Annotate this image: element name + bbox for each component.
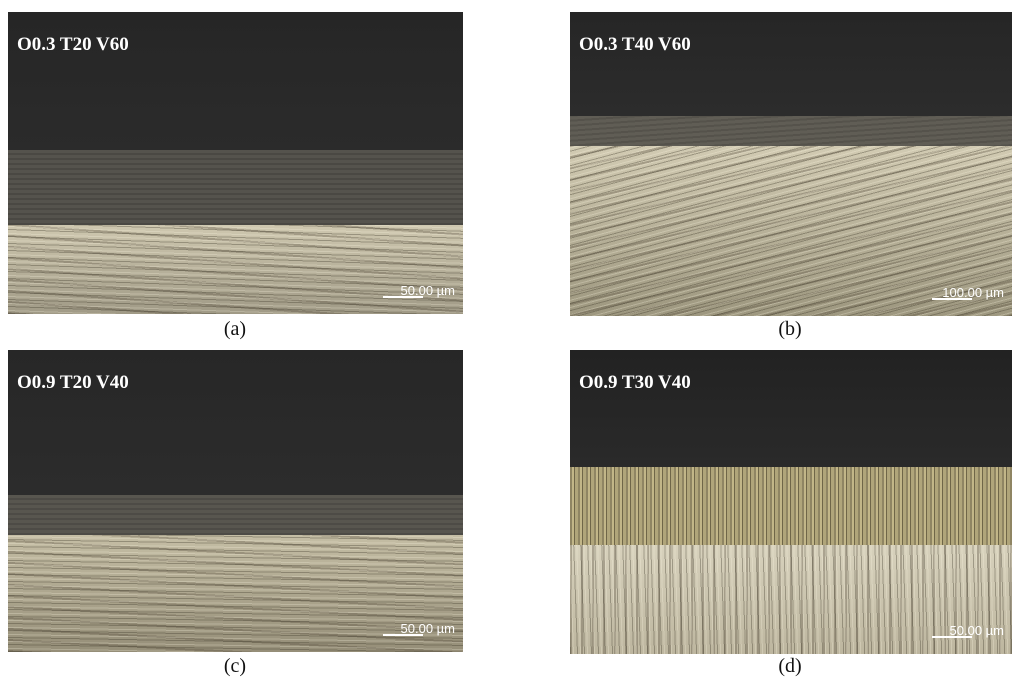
panel-overlay-label: O0.3 T20 V60 — [17, 34, 129, 56]
figure: O0.3 T20 V60 50.00 µm (a) O0.3 T40 V60 100.0… — [0, 0, 1012, 688]
micrograph: O0.9 T30 V40 50.00 µm — [570, 350, 1012, 654]
panel-caption: (a) — [205, 318, 265, 341]
panel-overlay-label: O0.9 T20 V40 — [17, 372, 129, 394]
scale-label: 50.00 µm — [401, 283, 455, 298]
micrograph: O0.3 T20 V60 50.00 µm — [8, 12, 463, 314]
image-region — [570, 12, 1012, 116]
image-region — [570, 467, 1012, 545]
scale-label: 50.00 µm — [401, 621, 455, 636]
image-region — [8, 225, 463, 314]
scale-label: 50.00 µm — [950, 623, 1004, 638]
panel-overlay-label: O0.9 T30 V40 — [579, 372, 691, 394]
panel-overlay-label: O0.3 T40 V60 — [579, 34, 691, 56]
micrograph: O0.9 T20 V40 50.00 µm — [8, 350, 463, 652]
scale-label: 100.00 µm — [942, 285, 1004, 300]
image-region — [8, 12, 463, 150]
panel-caption: (c) — [205, 655, 265, 678]
image-region — [570, 350, 1012, 467]
image-region — [8, 495, 463, 535]
panel-caption: (b) — [760, 318, 820, 341]
micrograph: O0.3 T40 V60 100.00 µm — [570, 12, 1012, 316]
image-region — [8, 150, 463, 225]
panel-caption: (d) — [760, 655, 820, 678]
image-region — [570, 116, 1012, 146]
